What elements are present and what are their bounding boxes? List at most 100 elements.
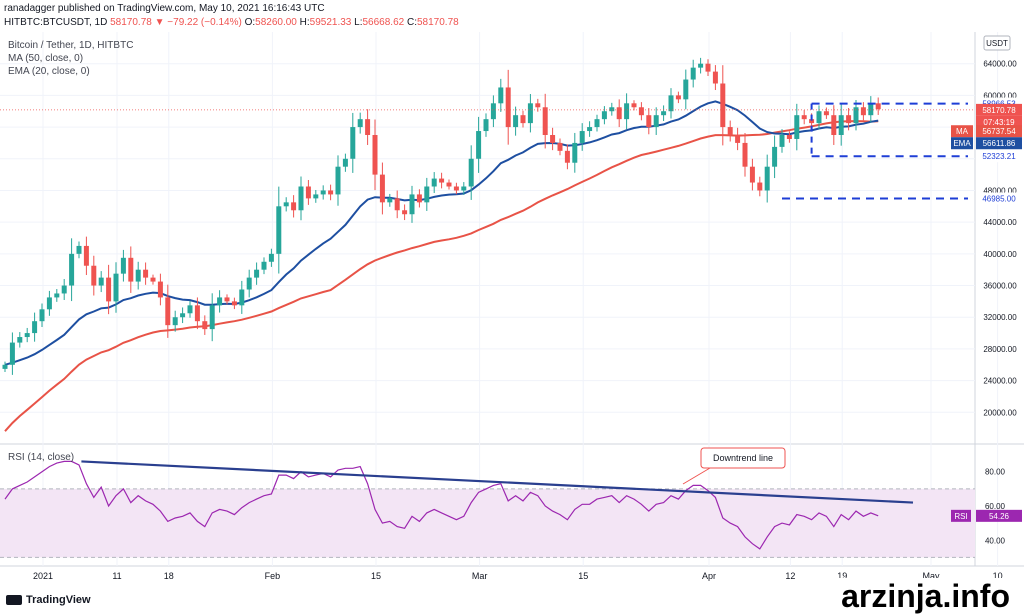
tradingview-logo[interactable]: TradingView xyxy=(6,594,91,606)
candle-body xyxy=(535,103,541,108)
last-price-badge-bg xyxy=(976,103,1022,116)
candle xyxy=(365,109,371,145)
countdown-badge: 07:43:19 xyxy=(976,115,1022,128)
last-price-badge-text: 58170.78 xyxy=(982,106,1016,115)
candle-body xyxy=(298,186,304,211)
symbol-ohlc-line: HITBTC:BTCUSDT, 1D 58170.78 ▼ −79.22 (−0… xyxy=(4,17,459,28)
candle xyxy=(409,185,415,223)
rsi-tag-bg xyxy=(951,509,971,522)
candle xyxy=(772,135,778,179)
candle xyxy=(187,300,193,318)
candle-body xyxy=(268,253,274,262)
price-tick-label: 64000.00 xyxy=(983,60,1017,69)
candle xyxy=(483,113,489,137)
ema20-line xyxy=(4,100,879,366)
candle-body xyxy=(424,186,430,203)
candle xyxy=(683,69,689,110)
support-resistance-levels xyxy=(0,102,975,200)
candles xyxy=(2,57,881,375)
candle xyxy=(816,105,822,129)
price-tick-label: 40000.00 xyxy=(983,250,1017,259)
candle-body xyxy=(661,111,667,116)
candle xyxy=(823,107,829,119)
candle xyxy=(764,154,770,203)
candle xyxy=(209,293,215,342)
countdown-badge-text: 07:43:19 xyxy=(983,118,1015,127)
candle-body xyxy=(794,115,800,139)
candle-body xyxy=(98,277,104,286)
candle xyxy=(461,182,467,195)
candle-body xyxy=(113,273,119,302)
time-tick-label: 18 xyxy=(164,571,174,581)
candle-body xyxy=(365,119,371,135)
candle xyxy=(720,65,726,146)
ema-badge-text: 56611.86 xyxy=(983,139,1016,148)
candle-body xyxy=(801,115,807,120)
candle xyxy=(128,246,134,293)
candle xyxy=(727,120,733,142)
candle xyxy=(98,271,104,293)
candle xyxy=(46,290,52,316)
candle xyxy=(416,189,422,208)
candle xyxy=(120,249,126,282)
candle xyxy=(446,179,452,190)
candle-body xyxy=(557,142,563,151)
candle-body xyxy=(875,103,881,110)
candle xyxy=(690,59,696,88)
candle xyxy=(291,195,297,218)
candle-body xyxy=(631,103,637,108)
candle xyxy=(505,69,511,145)
last-price-badge: 58170.78 xyxy=(976,103,1022,116)
candle-body xyxy=(91,265,97,286)
usdt-badge[interactable]: USDT xyxy=(983,35,1011,51)
candle xyxy=(224,294,230,305)
candle-body xyxy=(476,131,482,159)
candle-body xyxy=(742,142,748,167)
candle-body xyxy=(749,166,755,183)
time-tick-label: 19 xyxy=(837,571,847,581)
time-tick-label: 15 xyxy=(578,571,588,581)
candle-body xyxy=(520,115,526,124)
ma-badge: MA 56737.54 xyxy=(951,125,1022,138)
candle-body xyxy=(646,115,652,128)
candle-body xyxy=(2,364,8,369)
candle-body xyxy=(846,115,852,124)
ema-badge-tag-bg xyxy=(951,137,973,150)
time-tick-label: Mar xyxy=(472,571,488,581)
publisher-line: ranadagger published on TradingView.com,… xyxy=(4,3,325,14)
candle-body xyxy=(690,67,696,80)
candle-body xyxy=(342,158,348,167)
ema-badge-bg xyxy=(976,137,1022,150)
candle-body xyxy=(816,111,822,124)
candle-body xyxy=(853,107,859,124)
price-tick-label: 36000.00 xyxy=(983,282,1017,291)
level-badge-text: 46985.00 xyxy=(982,195,1016,204)
rsi-value-badge: RSI 54.26 xyxy=(951,509,1022,522)
candle xyxy=(83,236,89,276)
candle-body xyxy=(61,285,67,294)
close-label: C: xyxy=(406,17,417,28)
ma-badge-tag-bg xyxy=(951,125,973,138)
candle xyxy=(298,176,304,221)
candle xyxy=(579,123,585,151)
annotation-pointer xyxy=(682,467,711,485)
candle-body xyxy=(231,301,237,306)
time-tick-label: 11 xyxy=(112,571,121,581)
candle-body xyxy=(320,190,326,195)
rsi-line xyxy=(4,460,879,550)
candle xyxy=(143,262,149,285)
candle xyxy=(749,158,755,191)
candle-body xyxy=(624,103,630,120)
candle xyxy=(357,112,363,134)
candle xyxy=(661,105,667,122)
candle-body xyxy=(387,198,393,203)
candle-body xyxy=(616,107,622,120)
candle-body xyxy=(209,305,215,330)
candle xyxy=(490,95,496,128)
rsi-tick-label: 40.00 xyxy=(985,536,1006,545)
candle xyxy=(468,145,474,200)
candle xyxy=(520,110,526,128)
candle xyxy=(439,172,445,189)
candle-body xyxy=(527,103,533,124)
